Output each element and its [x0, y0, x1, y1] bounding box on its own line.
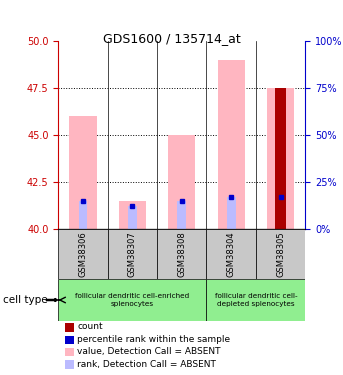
Bar [58, 229, 108, 279]
Text: GSM38305: GSM38305 [276, 231, 285, 277]
Bar [177, 201, 186, 229]
Bar [157, 229, 206, 279]
Bar [58, 279, 206, 321]
Text: rank, Detection Call = ABSENT: rank, Detection Call = ABSENT [77, 360, 216, 369]
Bar [206, 229, 256, 279]
Text: percentile rank within the sample: percentile rank within the sample [77, 335, 230, 344]
Text: GDS1600 / 135714_at: GDS1600 / 135714_at [103, 32, 240, 45]
Bar [276, 197, 285, 229]
Bar [267, 88, 294, 229]
Bar [119, 201, 146, 229]
Bar [108, 229, 157, 279]
Text: GSM38307: GSM38307 [128, 231, 137, 277]
Text: GSM38306: GSM38306 [79, 231, 87, 277]
Bar [217, 60, 245, 229]
Bar [256, 229, 305, 279]
Bar [206, 279, 305, 321]
Bar [275, 88, 286, 229]
Text: GSM38304: GSM38304 [227, 231, 236, 277]
Text: follicular dendritic cell-
depleted splenocytes: follicular dendritic cell- depleted sple… [215, 293, 297, 307]
Text: follicular dendritic cell-enriched
splenocytes: follicular dendritic cell-enriched splen… [75, 293, 190, 307]
Bar [79, 201, 87, 229]
Bar [69, 116, 97, 229]
Text: GSM38308: GSM38308 [177, 231, 186, 277]
Bar [227, 197, 236, 229]
Bar [168, 135, 196, 229]
Text: cell type: cell type [3, 295, 48, 305]
Text: value, Detection Call = ABSENT: value, Detection Call = ABSENT [77, 347, 221, 356]
Bar [128, 206, 137, 229]
Text: count: count [77, 322, 103, 332]
